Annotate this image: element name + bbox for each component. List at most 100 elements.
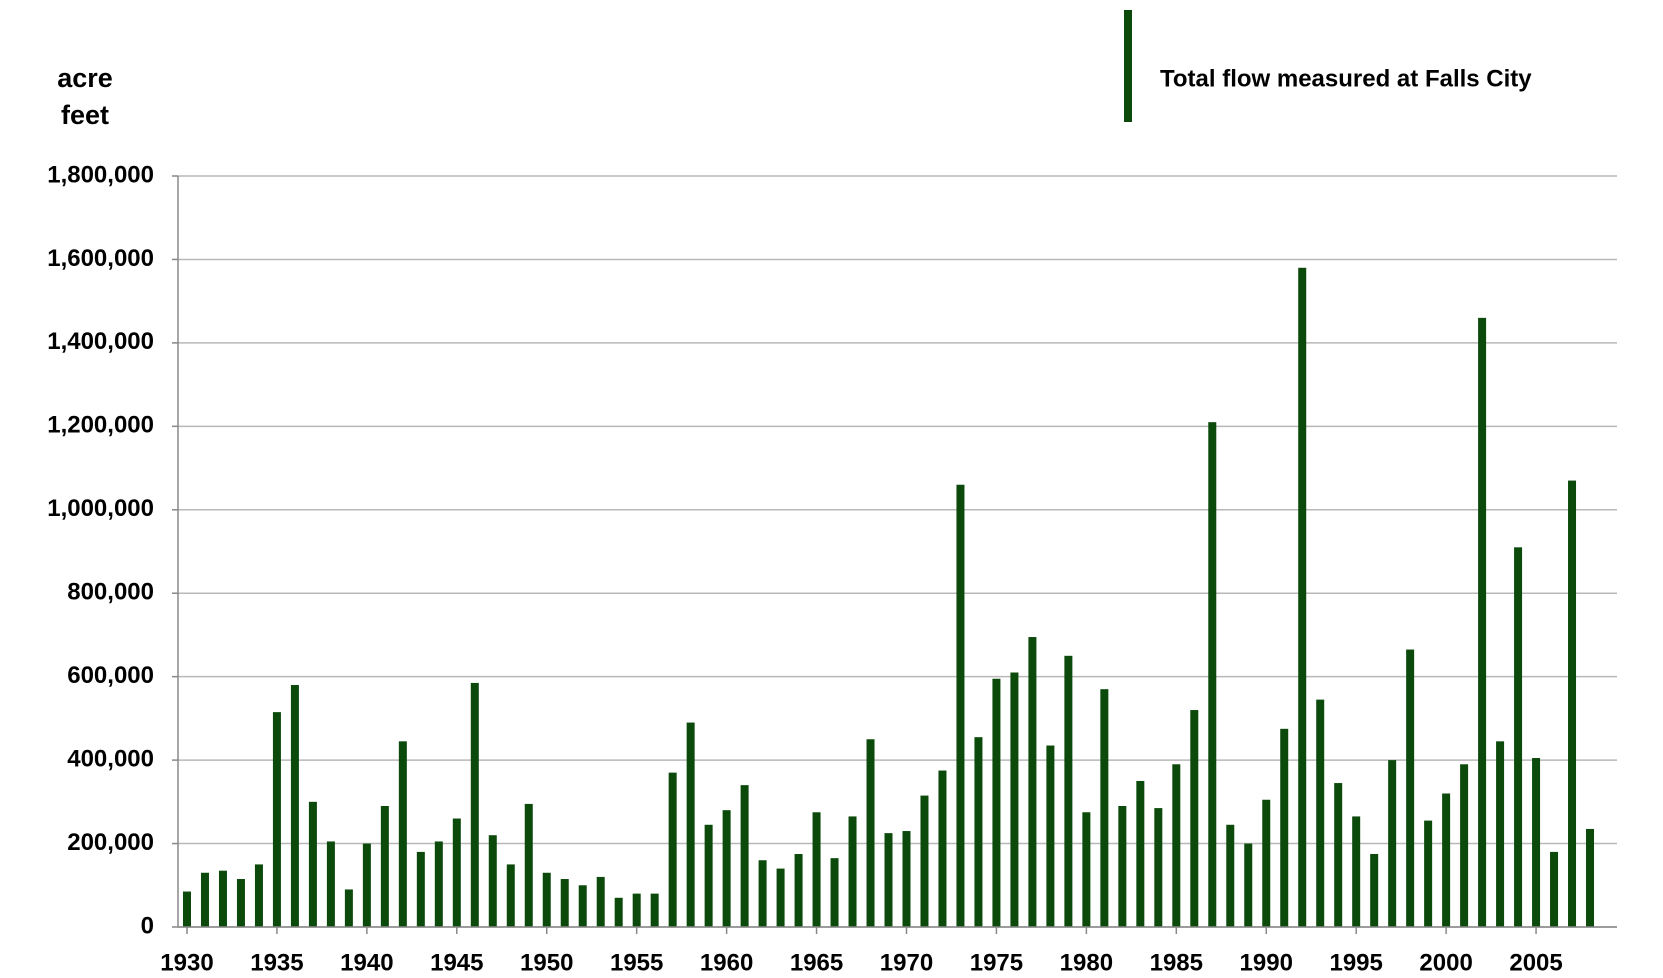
bar bbox=[1046, 745, 1055, 927]
x-tick-label: 1940 bbox=[340, 949, 393, 976]
bar bbox=[1496, 741, 1505, 927]
bar bbox=[1028, 637, 1037, 927]
bar bbox=[254, 864, 263, 927]
bar bbox=[200, 872, 209, 927]
y-tick-label: 600,000 bbox=[67, 662, 154, 689]
x-tick-label: 2000 bbox=[1419, 949, 1472, 976]
bar bbox=[506, 864, 515, 927]
x-tick-label: 1960 bbox=[700, 949, 753, 976]
bar bbox=[1424, 820, 1433, 927]
bar bbox=[380, 806, 389, 927]
bar bbox=[776, 868, 785, 927]
bar bbox=[740, 785, 749, 927]
bar bbox=[182, 891, 191, 927]
bar bbox=[1010, 672, 1019, 927]
bar bbox=[956, 484, 965, 927]
bar bbox=[974, 737, 983, 927]
x-tick-label: 1950 bbox=[520, 949, 573, 976]
bar bbox=[218, 870, 227, 927]
bar bbox=[344, 889, 353, 927]
y-tick-label: 0 bbox=[141, 912, 154, 939]
bar bbox=[308, 801, 317, 927]
bar bbox=[1586, 828, 1595, 927]
x-tick-label: 1955 bbox=[610, 949, 663, 976]
bar bbox=[668, 772, 677, 927]
bar bbox=[398, 741, 407, 927]
bar bbox=[1352, 816, 1361, 927]
bar bbox=[830, 858, 839, 927]
bar bbox=[758, 860, 767, 927]
bar bbox=[1478, 317, 1487, 927]
legend-label: Total flow measured at Falls City bbox=[1160, 65, 1532, 92]
x-tick-label: 1985 bbox=[1150, 949, 1203, 976]
bar bbox=[1316, 699, 1325, 927]
x-tick-label: 2005 bbox=[1509, 949, 1562, 976]
bar bbox=[1370, 853, 1379, 927]
bar bbox=[272, 712, 281, 927]
bar bbox=[1064, 655, 1073, 927]
x-tick-label: 1995 bbox=[1329, 949, 1382, 976]
bar bbox=[236, 879, 245, 927]
x-tick-label: 1930 bbox=[160, 949, 213, 976]
bar bbox=[1262, 799, 1271, 927]
x-tick-label: 1935 bbox=[250, 949, 303, 976]
bar bbox=[704, 824, 713, 927]
bar bbox=[362, 843, 371, 927]
bar bbox=[884, 833, 893, 927]
bar bbox=[290, 685, 299, 927]
bar bbox=[596, 876, 605, 927]
bar bbox=[812, 812, 821, 927]
bar bbox=[470, 682, 479, 927]
bar bbox=[1460, 764, 1469, 927]
y-tick-label: 800,000 bbox=[67, 579, 154, 606]
bar bbox=[722, 810, 731, 927]
bar bbox=[920, 795, 929, 927]
bar bbox=[1226, 824, 1235, 927]
bar bbox=[794, 853, 803, 927]
bar bbox=[866, 739, 875, 927]
bar bbox=[488, 835, 497, 927]
bar bbox=[686, 722, 695, 927]
bar bbox=[848, 816, 857, 927]
x-tick-label: 1965 bbox=[790, 949, 843, 976]
bar bbox=[524, 803, 533, 927]
y-tick-label: 1,600,000 bbox=[47, 245, 154, 272]
bar bbox=[1136, 780, 1145, 927]
y-tick-label: 400,000 bbox=[67, 745, 154, 772]
bar bbox=[1244, 843, 1253, 927]
y-tick-label: 1,400,000 bbox=[47, 328, 154, 355]
bar bbox=[1406, 649, 1415, 927]
bar bbox=[416, 851, 425, 927]
bar bbox=[1208, 422, 1217, 927]
x-tick-label: 1980 bbox=[1060, 949, 1113, 976]
bar bbox=[1082, 812, 1091, 927]
x-tick-label: 1970 bbox=[880, 949, 933, 976]
bar bbox=[632, 893, 641, 927]
bar bbox=[1442, 793, 1451, 927]
bar bbox=[326, 841, 335, 927]
bar bbox=[614, 897, 623, 927]
bar bbox=[1298, 267, 1307, 927]
bar bbox=[1334, 783, 1343, 927]
bar bbox=[1514, 547, 1523, 927]
x-tick-label: 1990 bbox=[1240, 949, 1293, 976]
bar bbox=[1154, 808, 1163, 927]
bar bbox=[578, 885, 587, 927]
bar bbox=[938, 770, 947, 927]
bar bbox=[1568, 480, 1577, 927]
bar bbox=[452, 818, 461, 927]
y-tick-label: 1,800,000 bbox=[47, 161, 154, 188]
x-tick-label: 1945 bbox=[430, 949, 483, 976]
bar bbox=[434, 841, 443, 927]
bar bbox=[1550, 851, 1559, 927]
bar bbox=[992, 678, 1001, 927]
bar bbox=[1532, 758, 1541, 927]
bar bbox=[902, 831, 911, 927]
bar bbox=[1172, 764, 1181, 927]
bar bbox=[650, 893, 659, 927]
legend-marker bbox=[1124, 10, 1132, 122]
bar bbox=[560, 879, 569, 927]
y-tick-label: 1,200,000 bbox=[47, 412, 154, 439]
